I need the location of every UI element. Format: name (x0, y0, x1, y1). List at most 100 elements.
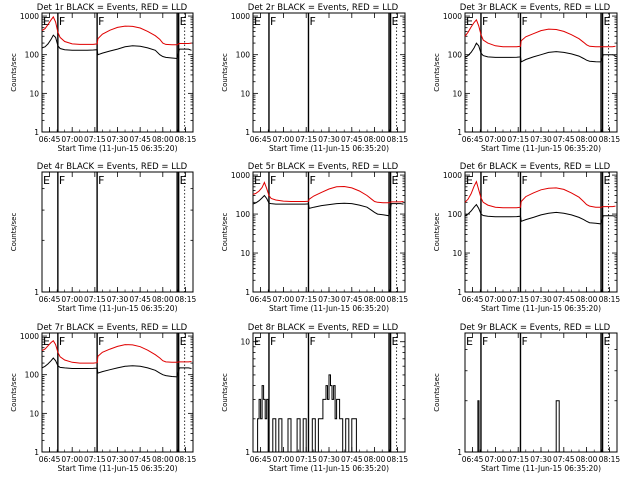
event-marker-e: E (604, 15, 611, 28)
x-tick-label: 07:45 (129, 295, 151, 304)
x-tick-label: 08:00 (576, 135, 598, 144)
x-tick-label: 06:45 (39, 135, 61, 144)
event-marker-e: E (254, 174, 261, 187)
x-axis-label: Start Time (11-Jun-15 06:35:20) (481, 144, 601, 153)
series-line-events (256, 374, 363, 453)
event-marker-e: E (43, 15, 50, 28)
x-tick-label: 07:15 (507, 455, 529, 464)
x-axis-label: Start Time (11-Jun-15 06:35:20) (58, 464, 178, 473)
event-marker-e: E (392, 15, 399, 28)
event-marker-e: E (254, 15, 261, 28)
x-tick-label: 07:45 (341, 295, 363, 304)
event-marker-f: F (59, 335, 65, 348)
y-tick-label: 1 (245, 128, 250, 137)
event-marker-e: E (180, 15, 187, 28)
chart-title: Det 2r BLACK = Events, RED = LLD (248, 3, 399, 13)
event-marker-e: E (43, 174, 50, 187)
event-marker-e: E (180, 335, 187, 348)
event-marker-e: E (43, 335, 50, 348)
event-marker-f: F (98, 335, 104, 348)
y-tick-label: 100 (448, 210, 463, 219)
chart-title: Det 9r BLACK = Events, RED = LLD (460, 323, 611, 333)
y-tick-label: 10 (452, 89, 462, 98)
x-tick-label: 08:00 (152, 135, 174, 144)
chart-panel-6: Det 6r BLACK = Events, RED = LLD 1 10 100 10… (433, 162, 620, 313)
event-marker-f: F (270, 174, 276, 187)
x-tick-label: 07:15 (507, 295, 529, 304)
x-tick-label: 07:30 (530, 455, 552, 464)
y-tick-label: 10 (29, 89, 39, 98)
series-line-events (476, 400, 561, 453)
event-marker-e: E (392, 174, 399, 187)
x-tick-label: 08:15 (387, 455, 409, 464)
x-tick-label: 08:00 (364, 295, 386, 304)
x-tick-label: 07:15 (295, 295, 317, 304)
y-axis-label: Counts/sec (221, 213, 229, 252)
y-axis-label: Counts/sec (10, 53, 18, 92)
x-tick-label: 06:45 (39, 455, 61, 464)
event-marker-f: F (309, 174, 315, 187)
y-axis-label: Counts/sec (221, 53, 229, 92)
x-tick-label: 08:15 (599, 295, 621, 304)
y-tick-label: 1000 (20, 12, 39, 21)
x-axis-label: Start Time (11-Jun-15 06:35:20) (269, 144, 389, 153)
y-axis-label: Counts/sec (10, 213, 18, 252)
plot-frame (252, 12, 406, 133)
x-tick-label: 08:00 (152, 295, 174, 304)
x-tick-label: 07:45 (553, 135, 575, 144)
y-tick-label: 1 (245, 288, 250, 297)
y-tick-label: 10 (240, 89, 250, 98)
event-marker-f: F (309, 335, 315, 348)
x-axis-label: Start Time (11-Jun-15 06:35:20) (269, 304, 389, 313)
series-line-events (41, 357, 192, 378)
y-tick-label: 1000 (231, 171, 250, 180)
event-marker-e: E (604, 335, 611, 348)
x-tick-label: 07:30 (318, 295, 340, 304)
event-marker-f: F (98, 174, 104, 187)
x-tick-label: 07:15 (84, 455, 106, 464)
y-tick-label: 100 (236, 51, 251, 60)
y-tick-label: 10 (240, 338, 250, 347)
x-tick-label: 07:00 (485, 455, 507, 464)
series-line-events (464, 203, 616, 225)
event-marker-f: F (270, 335, 276, 348)
chart-panel-1: Det 1r BLACK = Events, RED = LLD 1 10 100 10… (10, 3, 196, 153)
y-tick-label: 1 (245, 448, 250, 457)
plot-frame (41, 332, 194, 453)
x-tick-label: 07:00 (273, 135, 295, 144)
y-tick-label: 1000 (443, 12, 462, 21)
chart-panel-2: Det 2r BLACK = Events, RED = LLD 1 10 100 10… (221, 3, 408, 153)
y-tick-label: 1 (457, 448, 462, 457)
x-tick-label: 07:15 (84, 135, 106, 144)
chart-title: Det 4r BLACK = Events, RED = LLD (37, 162, 188, 172)
x-tick-label: 08:00 (364, 455, 386, 464)
x-tick-label: 07:00 (485, 135, 507, 144)
series-line-events (252, 194, 404, 217)
series-line-lld (41, 339, 192, 364)
event-marker-f: F (521, 335, 527, 348)
event-marker-e: E (466, 335, 473, 348)
event-marker-f: F (309, 15, 315, 28)
x-tick-label: 07:30 (318, 455, 340, 464)
event-marker-f: F (521, 15, 527, 28)
x-tick-label: 08:15 (175, 455, 197, 464)
y-tick-label: 100 (448, 51, 463, 60)
event-marker-f: F (521, 174, 527, 187)
x-tick-label: 07:00 (61, 135, 83, 144)
x-axis-label: Start Time (11-Jun-15 06:35:20) (269, 464, 389, 473)
x-tick-label: 07:45 (553, 295, 575, 304)
chart-title: Det 3r BLACK = Events, RED = LLD (460, 3, 611, 13)
x-tick-label: 07:15 (295, 455, 317, 464)
x-tick-label: 08:15 (387, 135, 409, 144)
x-tick-label: 06:45 (462, 455, 484, 464)
x-tick-label: 07:00 (485, 295, 507, 304)
y-axis-label: Counts/sec (221, 373, 229, 412)
x-tick-label: 06:45 (250, 455, 272, 464)
event-marker-e: E (466, 174, 473, 187)
event-marker-f: F (482, 174, 488, 187)
y-tick-label: 1 (34, 448, 39, 457)
plot-frame (41, 12, 194, 133)
x-tick-label: 07:00 (61, 295, 83, 304)
